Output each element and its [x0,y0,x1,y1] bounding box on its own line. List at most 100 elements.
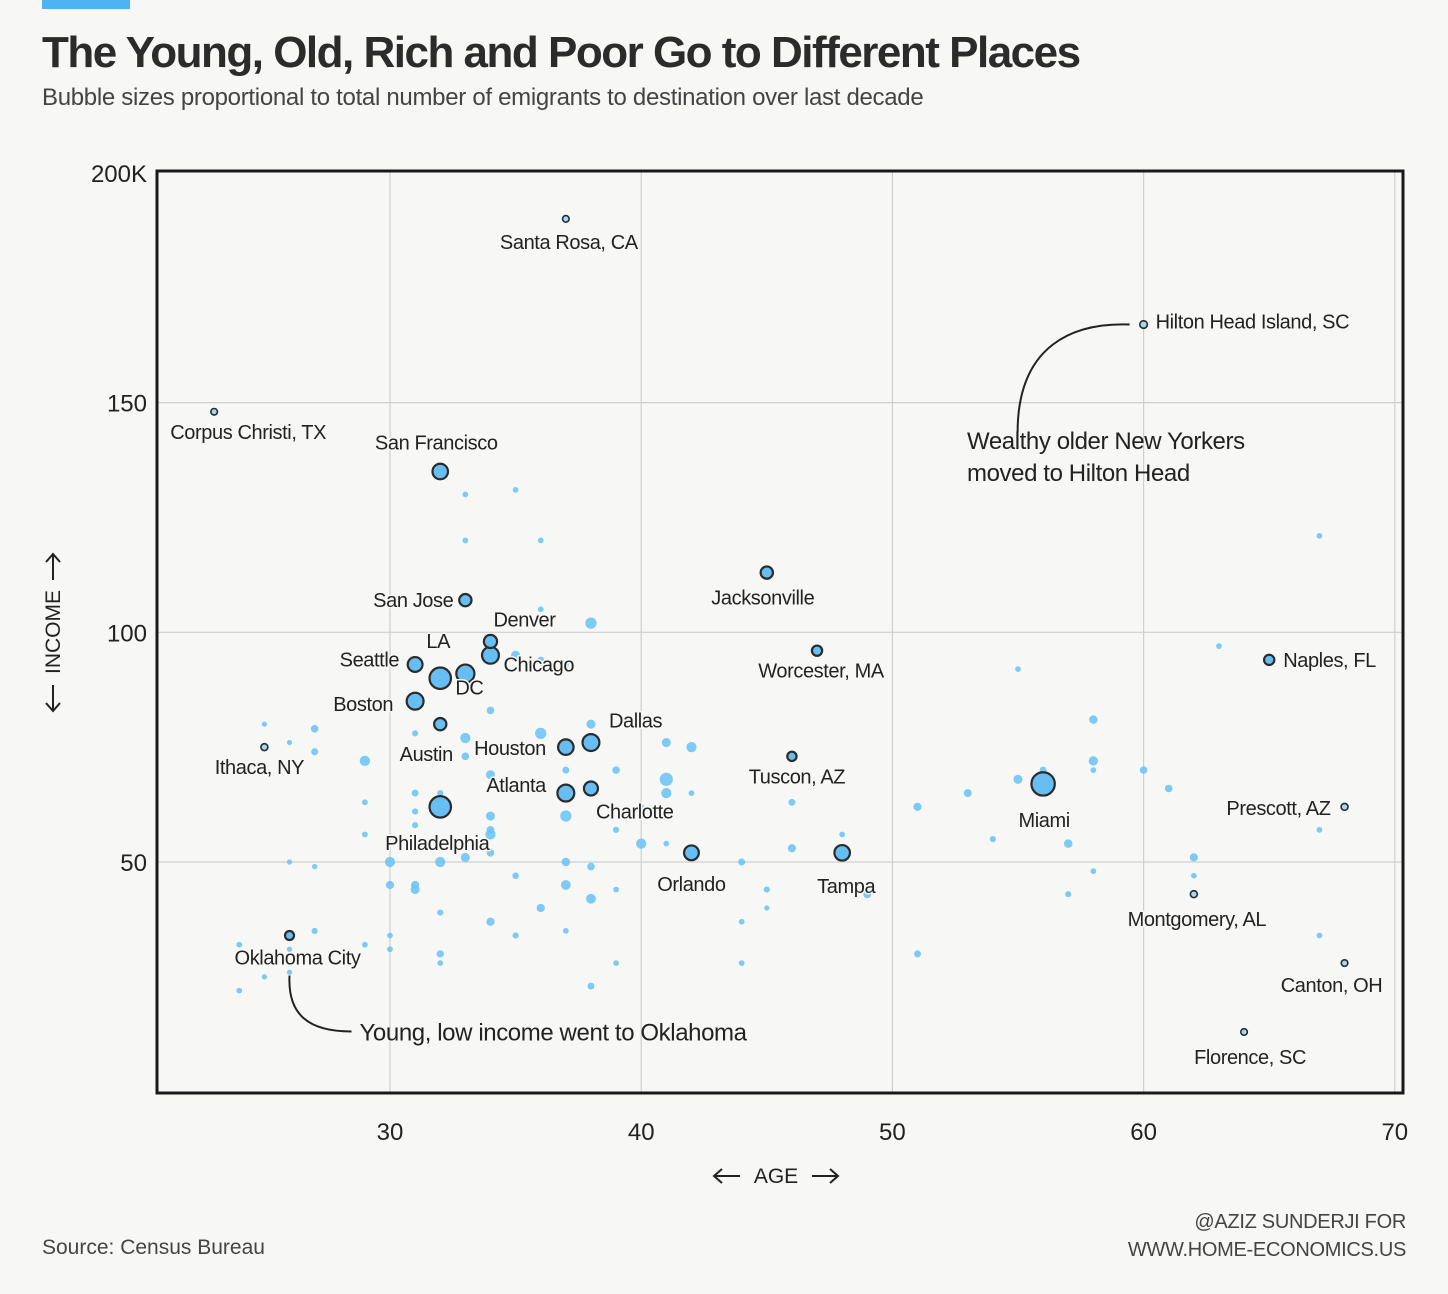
label-charlotte: Charlotte [596,801,674,823]
bubble [486,826,495,834]
bubble [1090,868,1097,875]
bubble [1190,872,1197,879]
bubble-boston [405,691,425,711]
bubble-seattle [406,655,424,673]
bubble [638,804,645,810]
bubble [863,890,872,899]
bubble [412,808,419,815]
label-tampa: Tampa [817,876,876,898]
bubble [311,748,319,756]
y-tick-label: 200K [91,161,147,188]
credit-line-1: @AZIZ SUNDERJI FOR [1194,1211,1406,1233]
bubble [236,941,243,948]
label-prescott-az: Prescott, AZ [1226,798,1330,820]
bubble [963,789,972,798]
bubble-prescott-az [1340,802,1349,812]
credit: @AZIZ SUNDERJI FOR WWW.HOME-ECONOMICS.US [1128,1208,1406,1264]
bubble [788,798,796,806]
bubble-miami [1030,771,1056,797]
label-denver: Denver [493,609,556,631]
bubble [387,932,393,939]
bubble-florence-sc [1240,1027,1249,1037]
credit-line-2: WWW.HOME-ECONOMICS.US [1127,1239,1406,1261]
annotation-text-oklahoma: Young, low income went to Oklahoma [360,1020,748,1047]
bubble [560,880,571,890]
bubble [913,802,922,811]
bubble [537,656,544,664]
bubble-denver [482,633,499,650]
bubble [1316,532,1323,539]
bubble [486,706,495,715]
x-axis-label: AGE [754,1165,798,1188]
bubble-worcester-ma [810,644,824,657]
bubble [310,724,319,733]
annotations: Wealthy older New Yorkers moved to Hilton… [288,323,1245,1047]
label-ithaca-ny: Ithaca, NY [215,757,304,779]
y-axis-arrow-up [45,552,61,580]
y-axis-arrow-down [45,685,61,713]
bubble [485,770,495,780]
label-austin: Austin [400,744,453,766]
bubble [661,787,672,799]
plot-border [155,169,1405,1095]
bubble [387,946,393,953]
bubble [512,872,519,880]
bubble [286,739,293,746]
bubble [437,909,444,916]
bubble-santa-rosa-ca [561,214,570,223]
bubble [311,927,318,934]
bubble-tampa [833,843,852,862]
bubble [613,826,620,833]
bubble [562,766,570,774]
bubble [738,960,745,966]
label-houston: Houston [474,738,546,760]
bubble [1089,715,1098,724]
x-tick-label: 70 [1381,1119,1408,1146]
bubble-tuscon-az [786,750,798,763]
label-montgomery-al: Montgomery, AL [1128,909,1267,931]
x-axis-arrow-left [712,1168,740,1184]
label-naples-fl: Naples, FL [1283,650,1376,672]
bubble [535,727,547,740]
bubble [286,946,293,952]
bubble-canton-oh [1340,958,1349,968]
bubble-la [428,666,453,691]
bubble [1015,666,1021,672]
bubble-naples-fl [1262,653,1276,667]
label-seattle: Seattle [340,649,400,671]
bubble [536,903,545,913]
bubble [688,790,695,796]
bubble [763,886,770,893]
x-tick-label: 60 [1130,1119,1157,1146]
bubble [462,491,469,498]
bubble [462,537,469,544]
label-tuscon-az: Tuscon, AZ [749,766,846,788]
bubble [460,852,470,862]
axis-ticks: 30 40 50 60 70 50 100 150 200K [91,161,1408,1146]
label-atlanta: Atlanta [486,775,547,797]
x-tick-label: 50 [879,1119,906,1146]
bubble [437,960,444,966]
label-hilton-head-island-sc: Hilton Head Island, SC [1156,312,1350,334]
bubble [560,810,572,822]
bubble-ithaca-ny [260,742,269,752]
label-chicago: Chicago [503,654,574,676]
bubble [989,835,996,843]
chart-subtitle: Bubble sizes proportional to total numbe… [42,84,924,111]
chart-title: The Young, Old, Rich and Poor Go to Diff… [42,28,1081,77]
bubble [686,742,697,753]
bubble [261,721,268,727]
label-boston: Boston [333,694,393,716]
source-note: Source: Census Bureau [42,1236,265,1259]
bubble-san-jose [458,592,473,608]
bubble [661,738,671,748]
bubble [586,893,596,904]
bubble [537,606,544,613]
bubble [659,772,673,786]
label-la: LA [426,631,451,653]
bubble [1316,932,1323,939]
label-san-francisco: San Francisco [375,433,498,455]
y-axis-label: INCOME [42,590,65,674]
bubble [562,928,569,934]
label-san-jose: San Jose [373,590,453,612]
